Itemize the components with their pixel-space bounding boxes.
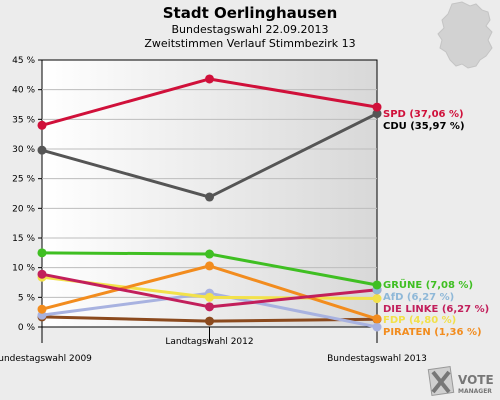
y-tick-label: 10 % [12, 264, 35, 274]
y-tick-label: 15 % [12, 234, 35, 244]
chart-subtitle-1: Bundestagswahl 22.09.2013 [172, 23, 329, 36]
chart-title: Stadt Oerlinghausen [163, 4, 338, 22]
x-axis: Bundestagswahl 2009 Landtagswahl 2012 Bund… [0, 327, 427, 364]
x-tick-label: Bundestagswahl 2009 [0, 354, 92, 364]
series-label-fdp: FDP (4,80 %) [383, 315, 456, 326]
data-point-andere [205, 316, 214, 326]
y-tick-label: 35 % [12, 115, 35, 125]
data-point-die-linke [205, 302, 214, 312]
y-tick-label: 30 % [12, 145, 35, 155]
y-tick-label: 20 % [12, 204, 35, 214]
series-label-cdu: CDU (35,97 %) [383, 121, 465, 132]
data-point-gr-ne [372, 280, 382, 290]
y-tick-label: 5 % [18, 293, 36, 303]
data-point-piraten [205, 261, 214, 271]
logo-line2: MANAGER [458, 388, 492, 395]
series-label-gr-ne: GRÜNE (7,08 %) [383, 277, 473, 291]
y-tick-label: 25 % [12, 175, 35, 185]
votemanager-logo: VOTE MANAGER [427, 366, 494, 396]
data-point-spd [205, 74, 214, 84]
germany-map-icon [437, 1, 493, 69]
data-point-cdu [37, 145, 47, 155]
data-point-piraten [372, 314, 382, 324]
data-point-sonstige [372, 322, 382, 332]
y-axis: 0 % 5 % 10 % 15 % 20 % 25 % 30 % 35 % 40 % 45 % [12, 56, 42, 333]
y-tick-label: 40 % [12, 86, 35, 96]
data-point-spd [372, 102, 382, 112]
series-label-piraten: PIRATEN (1,36 %) [383, 327, 482, 338]
logo-line1: VOTE [458, 373, 494, 387]
legend-labels: SPD (37,06 %)CDU (35,97 %) GRÜNE (7,08 %)… [383, 109, 489, 338]
data-point-spd [37, 120, 47, 130]
data-point-cdu [205, 192, 214, 202]
data-point-gr-ne [37, 248, 47, 258]
data-point-fdp [372, 294, 382, 304]
y-tick-label: 0 % [18, 323, 36, 333]
y-tick-label: 45 % [12, 56, 35, 66]
ballot-x-icon [427, 366, 455, 396]
x-tick-label: Landtagswahl 2012 [165, 337, 253, 347]
series-group [37, 74, 382, 332]
series-label-spd: SPD (37,06 %) [383, 109, 464, 120]
series-label-die-linke: DIE LINKE (6,27 %) [383, 304, 489, 315]
series-label-afd: AfD (6,27 %) [383, 292, 454, 303]
data-point-die-linke [37, 269, 47, 279]
x-tick-label: Bundestagswahl 2013 [327, 354, 427, 364]
data-point-fdp [205, 292, 214, 302]
data-point-cdu [372, 109, 382, 119]
data-point-piraten [37, 304, 47, 314]
data-point-gr-ne [205, 249, 214, 259]
chart-subtitle-2: Zweitstimmen Verlauf Stimmbezirk 13 [144, 37, 355, 50]
